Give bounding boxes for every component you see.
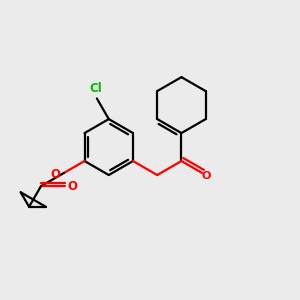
Text: Cl: Cl xyxy=(89,82,102,95)
Text: O: O xyxy=(50,168,60,181)
Text: O: O xyxy=(202,171,211,181)
Text: O: O xyxy=(68,180,78,193)
